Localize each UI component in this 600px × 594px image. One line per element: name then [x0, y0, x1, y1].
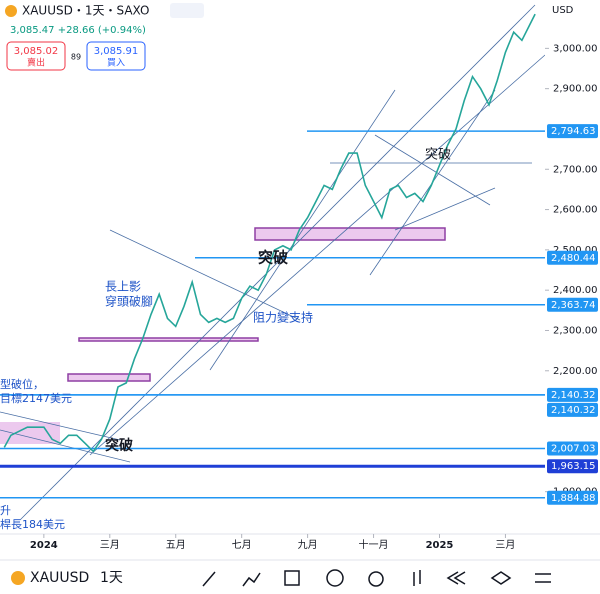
quote: 3,085.47 +28.66 (+0.94%) [10, 25, 146, 36]
price-level-box [547, 250, 598, 265]
price-level-box [547, 490, 598, 505]
annotation: 突破 [105, 437, 133, 454]
price-level-box [547, 441, 598, 456]
indicator-button[interactable] [170, 3, 204, 18]
y-tick-label: 3,000.00 [553, 43, 598, 54]
x-tick-label: 九月 [298, 539, 318, 551]
alert[interactable] [368, 571, 384, 587]
layers[interactable] [490, 571, 512, 585]
x-tick-label: 三月 [100, 539, 120, 551]
sell-price: 3,085.02 [14, 46, 59, 57]
trendlines [0, 4, 546, 521]
draw-tool[interactable] [202, 571, 216, 587]
annotation: 突破 [258, 249, 288, 267]
add[interactable] [326, 569, 344, 587]
spread: 89 [71, 53, 81, 62]
y-tick-label: 2,200.00 [553, 366, 598, 377]
header: XAUUSD・1天・SAXO 3,085.47 +28.66 (+0.94%) … [5, 3, 574, 71]
toolbar: XAUUSD 1天 [0, 559, 600, 594]
x-tick-label: 三月 [495, 539, 515, 551]
price-level-box [547, 297, 598, 312]
zone [67, 373, 151, 382]
x-tick-label: 2024 [30, 540, 58, 551]
price-level-label: 2,140.32 [551, 405, 596, 416]
zone [0, 422, 60, 444]
y-tick-label: 2,700.00 [553, 164, 598, 175]
price-level-label: 1,963.15 [551, 461, 596, 472]
x-tick-label: 十一月 [359, 538, 389, 551]
annotation: 突破 [425, 147, 451, 163]
zone [254, 227, 446, 241]
annotation: 升 [0, 504, 11, 517]
toolbar-symbol[interactable]: XAUUSD [30, 570, 89, 586]
buy-button[interactable] [86, 41, 146, 71]
price-level-box [547, 124, 598, 139]
annotation: 型破位， [0, 377, 44, 391]
price-level-box [547, 387, 598, 402]
settings[interactable] [535, 573, 551, 583]
symbol-icon [11, 571, 25, 585]
symbol: XAUUSD・1天・SAXO [22, 4, 149, 18]
x-tick-label: 七月 [232, 539, 252, 551]
price-level-label: 2,363.74 [551, 300, 596, 311]
replay[interactable] [446, 571, 466, 585]
templates[interactable] [284, 570, 300, 586]
price-level-box [547, 459, 598, 474]
price-level-label: 2,480.44 [551, 253, 596, 264]
price-level-label: 2,140.32 [551, 390, 596, 401]
annotation: 阻力變支持 [253, 310, 313, 325]
axes: 3,000.00 2,900.00 2,700.00 2,600.00 2,500.00… [30, 43, 598, 551]
symbol-icon [5, 5, 17, 17]
chart-type[interactable] [413, 570, 421, 586]
toolbar-interval[interactable]: 1天 [100, 570, 123, 586]
y-tick-label: 2,400.00 [553, 285, 598, 296]
price-level-label: 1,884.88 [551, 493, 596, 504]
zone [78, 337, 259, 342]
annotation: 穿頭破腳 [105, 294, 153, 309]
y-tick-label: 2,900.00 [553, 84, 598, 95]
buy-label: 買入 [107, 58, 125, 69]
buy-price: 3,085.91 [94, 46, 139, 57]
x-tick-label: 2025 [426, 540, 454, 551]
annotation: 桿長184美元 [0, 517, 65, 531]
x-tick-label: 五月 [166, 539, 186, 551]
price-level-label: 2,007.03 [551, 444, 596, 455]
price-level-box [547, 402, 598, 417]
y-tick-label: 2,600.00 [553, 205, 598, 216]
currency: USD [552, 5, 574, 16]
annotation: 長上影 [105, 280, 141, 294]
y-tick-label: 2,300.00 [553, 325, 598, 336]
price-line [3, 13, 536, 453]
price-level-label: 2,794.63 [551, 126, 596, 137]
indicators[interactable] [242, 572, 261, 587]
sell-label: 賣出 [27, 57, 45, 69]
sell-button[interactable] [6, 41, 66, 71]
y-tick-label: 2,500.00 [553, 245, 598, 256]
annotation: 目標2147美元 [0, 391, 72, 405]
